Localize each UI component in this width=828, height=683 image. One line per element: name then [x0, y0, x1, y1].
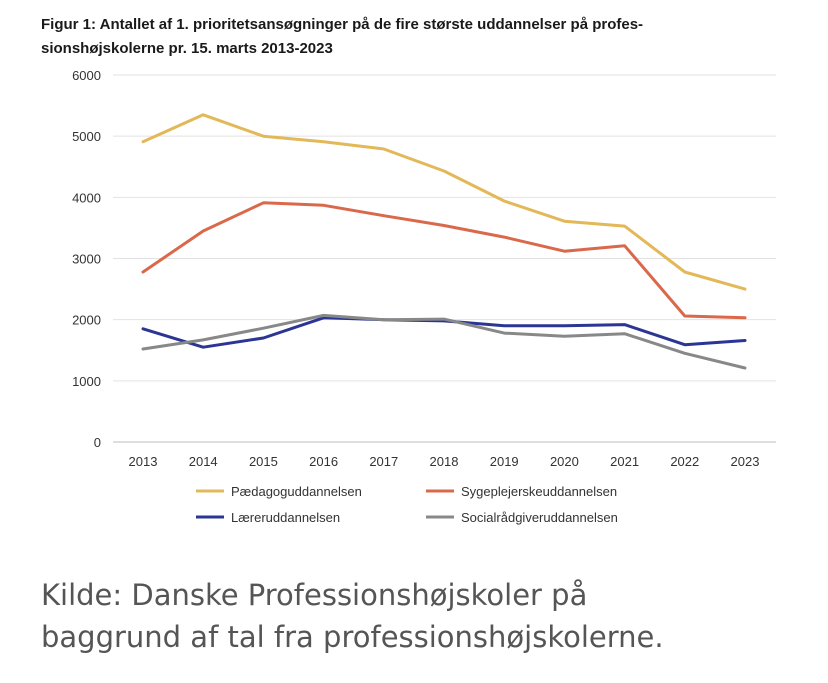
series-line	[141, 201, 747, 320]
y-tick-label: 1000	[72, 374, 101, 389]
x-tick-label: 2018	[430, 454, 459, 469]
grid	[113, 74, 776, 443]
legend: Pædagoguddannelsen Sygeplejerskeuddannels…	[196, 484, 618, 525]
legend-label: Læreruddannelsen	[231, 510, 340, 525]
y-tick-label: 5000	[72, 129, 101, 144]
series-line	[141, 316, 747, 349]
source-note: Kilde: Danske Professionshøjskoler på ba…	[41, 574, 801, 658]
chart-title-line-1: Figur 1: Antallet af 1. prioritetsansøgn…	[41, 16, 644, 33]
x-tick-label: 2023	[731, 454, 760, 469]
y-tick-label: 6000	[72, 68, 101, 83]
series-line	[141, 113, 747, 291]
x-tick-label: 2020	[550, 454, 579, 469]
legend-label: Socialrådgiveruddannelsen	[461, 510, 618, 525]
x-tick-label: 2016	[309, 454, 338, 469]
x-tick-label: 2015	[249, 454, 278, 469]
x-tick-label: 2017	[369, 454, 398, 469]
y-tick-label: 2000	[72, 313, 101, 328]
series-line	[141, 313, 747, 370]
chart-title: Figur 1: Antallet af 1. prioritetsansøgn…	[41, 13, 801, 61]
x-axis: 2013 2014 2015 2016 2017 2018 2019 2020 2021 2022…	[129, 454, 760, 469]
series-lines	[141, 113, 747, 370]
chart-title-line-2: sionshøjskolerne pr. 15. marts 2013-2023	[41, 40, 333, 57]
x-tick-label: 2013	[129, 454, 158, 469]
y-tick-label: 3000	[72, 252, 101, 267]
x-tick-label: 2021	[610, 454, 639, 469]
x-tick-label: 2022	[670, 454, 699, 469]
legend-label: Pædagoguddannelsen	[231, 484, 362, 499]
y-tick-label: 4000	[72, 190, 101, 205]
y-axis: 0 1000 2000 3000 4000 5000 6000	[72, 68, 101, 450]
source-line-1: Kilde: Danske Professionshøjskoler på	[41, 578, 588, 612]
legend-label: Sygeplejerskeuddannelsen	[461, 484, 617, 499]
y-tick-label: 0	[94, 435, 101, 450]
source-line-2: baggrund af tal fra professionshøjskoler…	[41, 620, 664, 654]
x-tick-label: 2014	[189, 454, 218, 469]
x-tick-label: 2019	[490, 454, 519, 469]
